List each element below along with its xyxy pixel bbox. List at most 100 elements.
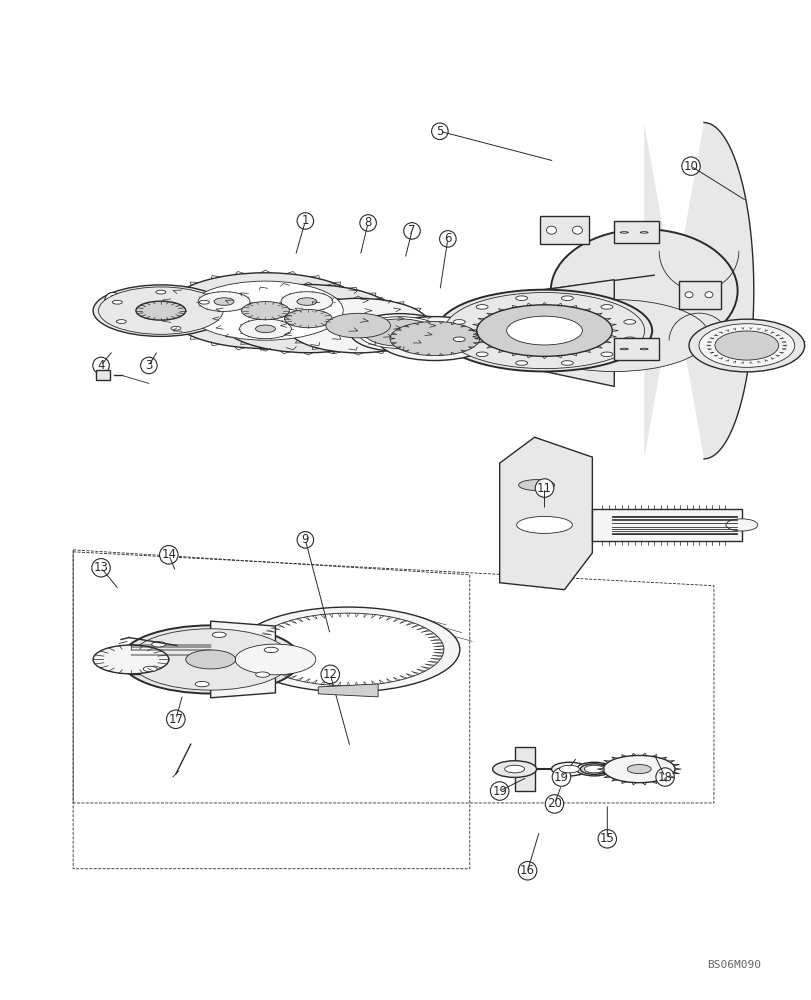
Ellipse shape: [551, 762, 586, 776]
Text: 19: 19: [491, 785, 507, 798]
Ellipse shape: [116, 320, 127, 323]
Ellipse shape: [506, 316, 581, 345]
Ellipse shape: [241, 302, 289, 320]
Ellipse shape: [584, 765, 603, 773]
Ellipse shape: [572, 226, 581, 234]
FancyBboxPatch shape: [614, 338, 659, 360]
Ellipse shape: [626, 765, 650, 774]
Ellipse shape: [252, 613, 444, 686]
Ellipse shape: [476, 305, 611, 356]
Ellipse shape: [171, 326, 181, 330]
Text: 12: 12: [322, 668, 337, 681]
Ellipse shape: [623, 320, 635, 324]
Ellipse shape: [255, 672, 269, 677]
Ellipse shape: [212, 632, 226, 637]
Ellipse shape: [214, 298, 234, 305]
Ellipse shape: [576, 762, 611, 776]
Ellipse shape: [698, 324, 794, 367]
Ellipse shape: [264, 647, 278, 653]
Ellipse shape: [350, 314, 449, 352]
Ellipse shape: [235, 644, 315, 675]
Ellipse shape: [684, 292, 692, 298]
Ellipse shape: [516, 516, 572, 533]
Ellipse shape: [603, 755, 674, 783]
Text: 10: 10: [683, 160, 697, 173]
Ellipse shape: [560, 361, 573, 365]
Ellipse shape: [156, 290, 165, 294]
Ellipse shape: [121, 625, 300, 694]
Ellipse shape: [600, 305, 612, 309]
Polygon shape: [499, 437, 592, 590]
Ellipse shape: [560, 296, 573, 300]
Ellipse shape: [436, 290, 651, 371]
Ellipse shape: [152, 642, 165, 647]
Ellipse shape: [639, 232, 647, 233]
Polygon shape: [318, 684, 378, 697]
Text: 18: 18: [657, 771, 672, 784]
Ellipse shape: [714, 331, 778, 360]
FancyBboxPatch shape: [678, 281, 720, 309]
FancyBboxPatch shape: [539, 216, 589, 244]
Ellipse shape: [130, 629, 291, 690]
Text: 6: 6: [444, 232, 451, 245]
Text: 15: 15: [599, 832, 614, 845]
Ellipse shape: [559, 765, 579, 773]
Ellipse shape: [504, 765, 524, 773]
Ellipse shape: [236, 607, 459, 692]
Ellipse shape: [135, 301, 186, 320]
Ellipse shape: [187, 281, 343, 340]
Ellipse shape: [546, 226, 556, 234]
Ellipse shape: [453, 320, 465, 324]
Ellipse shape: [93, 645, 169, 674]
Polygon shape: [643, 123, 753, 459]
Text: 1: 1: [301, 214, 309, 227]
Text: 19: 19: [553, 771, 569, 784]
Ellipse shape: [453, 337, 465, 342]
Ellipse shape: [518, 480, 554, 491]
Ellipse shape: [239, 319, 291, 339]
Ellipse shape: [389, 322, 479, 356]
Polygon shape: [592, 509, 741, 541]
Ellipse shape: [297, 298, 316, 305]
Text: 8: 8: [364, 216, 371, 229]
Ellipse shape: [475, 305, 487, 309]
Ellipse shape: [98, 287, 223, 334]
Ellipse shape: [218, 285, 397, 353]
Ellipse shape: [363, 319, 436, 346]
Ellipse shape: [358, 317, 441, 348]
Ellipse shape: [281, 292, 333, 311]
Text: 7: 7: [408, 224, 415, 237]
Text: 9: 9: [301, 533, 309, 546]
Text: 13: 13: [93, 561, 109, 574]
Ellipse shape: [580, 764, 607, 774]
Ellipse shape: [444, 293, 644, 369]
Ellipse shape: [704, 292, 712, 298]
Ellipse shape: [623, 337, 635, 342]
Ellipse shape: [286, 298, 429, 353]
Ellipse shape: [515, 296, 527, 300]
Ellipse shape: [515, 361, 527, 365]
Ellipse shape: [255, 325, 275, 333]
Ellipse shape: [550, 229, 736, 352]
Polygon shape: [131, 645, 210, 674]
Ellipse shape: [284, 310, 332, 328]
Polygon shape: [210, 621, 275, 698]
Ellipse shape: [519, 300, 708, 372]
FancyBboxPatch shape: [96, 370, 109, 380]
Text: 2: 2: [109, 294, 117, 307]
Ellipse shape: [620, 232, 628, 233]
Text: 14: 14: [161, 548, 176, 561]
Text: 11: 11: [536, 482, 551, 495]
Ellipse shape: [376, 317, 492, 361]
Text: 3: 3: [145, 359, 152, 372]
Ellipse shape: [492, 761, 536, 777]
Ellipse shape: [725, 519, 757, 531]
Ellipse shape: [475, 352, 487, 357]
Polygon shape: [514, 747, 534, 791]
FancyBboxPatch shape: [614, 221, 659, 243]
Ellipse shape: [186, 650, 235, 669]
Ellipse shape: [198, 292, 250, 311]
Ellipse shape: [199, 300, 209, 304]
Ellipse shape: [689, 319, 804, 372]
Ellipse shape: [93, 285, 229, 336]
